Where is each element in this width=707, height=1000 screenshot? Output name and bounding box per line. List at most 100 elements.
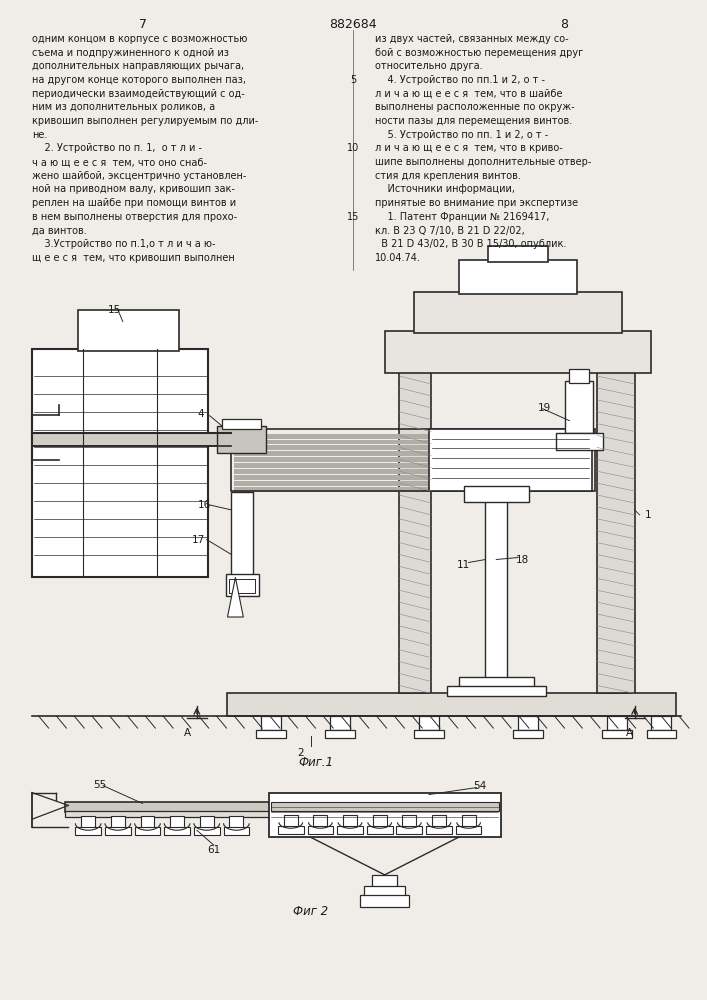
Text: шипе выполнены дополнительные отвер-: шипе выполнены дополнительные отвер- [375,157,591,167]
Bar [414,292,621,333]
Text: Источники информации,: Источники информации, [375,184,515,194]
Bar [269,793,501,837]
Text: А: А [183,728,191,738]
Bar [226,693,676,716]
Bar [256,730,286,738]
Text: 2. Устройство по п. 1,  о т л и -: 2. Устройство по п. 1, о т л и - [32,143,201,153]
Text: 1. Патент Франции № 2169417,: 1. Патент Франции № 2169417, [375,212,549,222]
Text: 16: 16 [198,500,211,510]
Text: 3.Устройство по п.1,о т л и ч а ю-: 3.Устройство по п.1,о т л и ч а ю- [32,239,216,249]
Text: кл. В 23 Q 7/10, В 21 D 22/02,: кл. В 23 Q 7/10, В 21 D 22/02, [375,226,525,236]
Text: В 21 D 43/02, В 30 В 15/30, опублик.: В 21 D 43/02, В 30 В 15/30, опублик. [375,239,566,249]
Text: выполнены расположенные по окруж-: выполнены расположенные по окруж- [375,102,574,112]
Text: ной на приводном валу, кривошип зак-: ной на приводном валу, кривошип зак- [32,184,235,194]
Bar [462,815,476,827]
Text: ч а ю щ е е с я  тем, что оно снаб-: ч а ю щ е е с я тем, что оно снаб- [32,157,207,167]
Text: А: А [626,728,633,738]
Bar [459,260,578,294]
Bar [284,815,298,827]
Text: 4. Устройство по пп.1 и 2, о т -: 4. Устройство по пп.1 и 2, о т - [375,75,545,85]
Bar [486,492,507,685]
Bar [235,475,592,480]
Bar [235,451,592,456]
Text: Фиг 2: Фиг 2 [293,905,328,918]
Bar [278,826,303,834]
Bar [141,816,154,828]
Bar [489,246,548,262]
Bar [360,895,409,907]
Text: 19: 19 [538,403,551,413]
Bar [566,381,593,433]
Bar [81,816,95,828]
Bar [337,826,363,834]
Text: на другом конце которого выполнен паз,: на другом конце которого выполнен паз, [32,75,246,85]
Bar [513,730,543,738]
Text: 1: 1 [645,510,651,520]
Bar [170,816,184,828]
Text: 15: 15 [347,212,359,222]
Bar [216,426,266,453]
Bar [518,716,538,730]
Text: бой с возможностью перемещения друг: бой с возможностью перемещения друг [375,48,583,58]
Bar [602,730,631,738]
Bar [223,827,250,835]
Bar [399,371,431,693]
Text: принятые во внимание при экспертизе: принятые во внимание при экспертизе [375,198,578,208]
Bar [325,730,355,738]
Bar [432,815,446,827]
Bar [235,469,592,474]
Bar [235,481,592,486]
Text: 5: 5 [350,75,356,85]
Bar [429,429,592,491]
Bar [343,815,357,827]
Text: 7: 7 [139,18,146,31]
Bar [402,815,416,827]
Bar [105,827,131,835]
Bar [464,486,529,502]
Bar [221,419,261,429]
Bar [235,440,592,444]
Text: да винтов.: да винтов. [32,226,86,236]
Bar [459,677,534,690]
Text: 11: 11 [457,560,470,570]
Text: стия для крепления винтов.: стия для крепления винтов. [375,171,520,181]
Bar [235,463,592,468]
Text: 54: 54 [474,781,487,791]
Bar [76,827,101,835]
Bar [385,331,651,373]
Bar [235,487,592,492]
Text: 18: 18 [516,555,530,565]
Bar [235,457,592,462]
Bar [364,886,405,896]
Bar [78,310,179,351]
Text: 5. Устройство по пп. 1 и 2, о т -: 5. Устройство по пп. 1 и 2, о т - [375,130,548,140]
Bar [367,826,392,834]
Bar [32,349,208,577]
Bar [235,445,592,450]
Bar [261,716,281,730]
Bar [330,716,350,730]
Text: 4: 4 [198,409,204,419]
Bar [607,716,626,730]
Bar [32,433,231,446]
Bar [569,369,589,383]
Polygon shape [228,577,243,617]
Bar [308,826,333,834]
Text: съема и подпружиненного к одной из: съема и подпружиненного к одной из [32,48,229,58]
Text: кривошип выполнен регулируемым по дли-: кривошип выполнен регулируемым по дли- [32,116,258,126]
Text: 17: 17 [192,535,205,545]
Text: л и ч а ю щ е е с я  тем, что в шайбе: л и ч а ю щ е е с я тем, что в шайбе [375,89,562,99]
Bar [200,816,214,828]
Bar [397,826,422,834]
Bar [164,827,190,835]
Text: из двух частей, связанных между со-: из двух частей, связанных между со- [375,34,568,44]
Text: дополнительных направляющих рычага,: дополнительных направляющих рычага, [32,61,244,71]
Bar [230,579,255,593]
Bar [372,875,397,887]
Bar [373,815,387,827]
Bar [231,492,253,579]
Text: одним концом в корпусе с возможностью: одним концом в корпусе с возможностью [32,34,247,44]
Text: ним из дополнительных роликов, а: ним из дополнительных роликов, а [32,102,215,112]
Text: Фиг.1: Фиг.1 [298,756,333,769]
Bar [66,811,271,817]
